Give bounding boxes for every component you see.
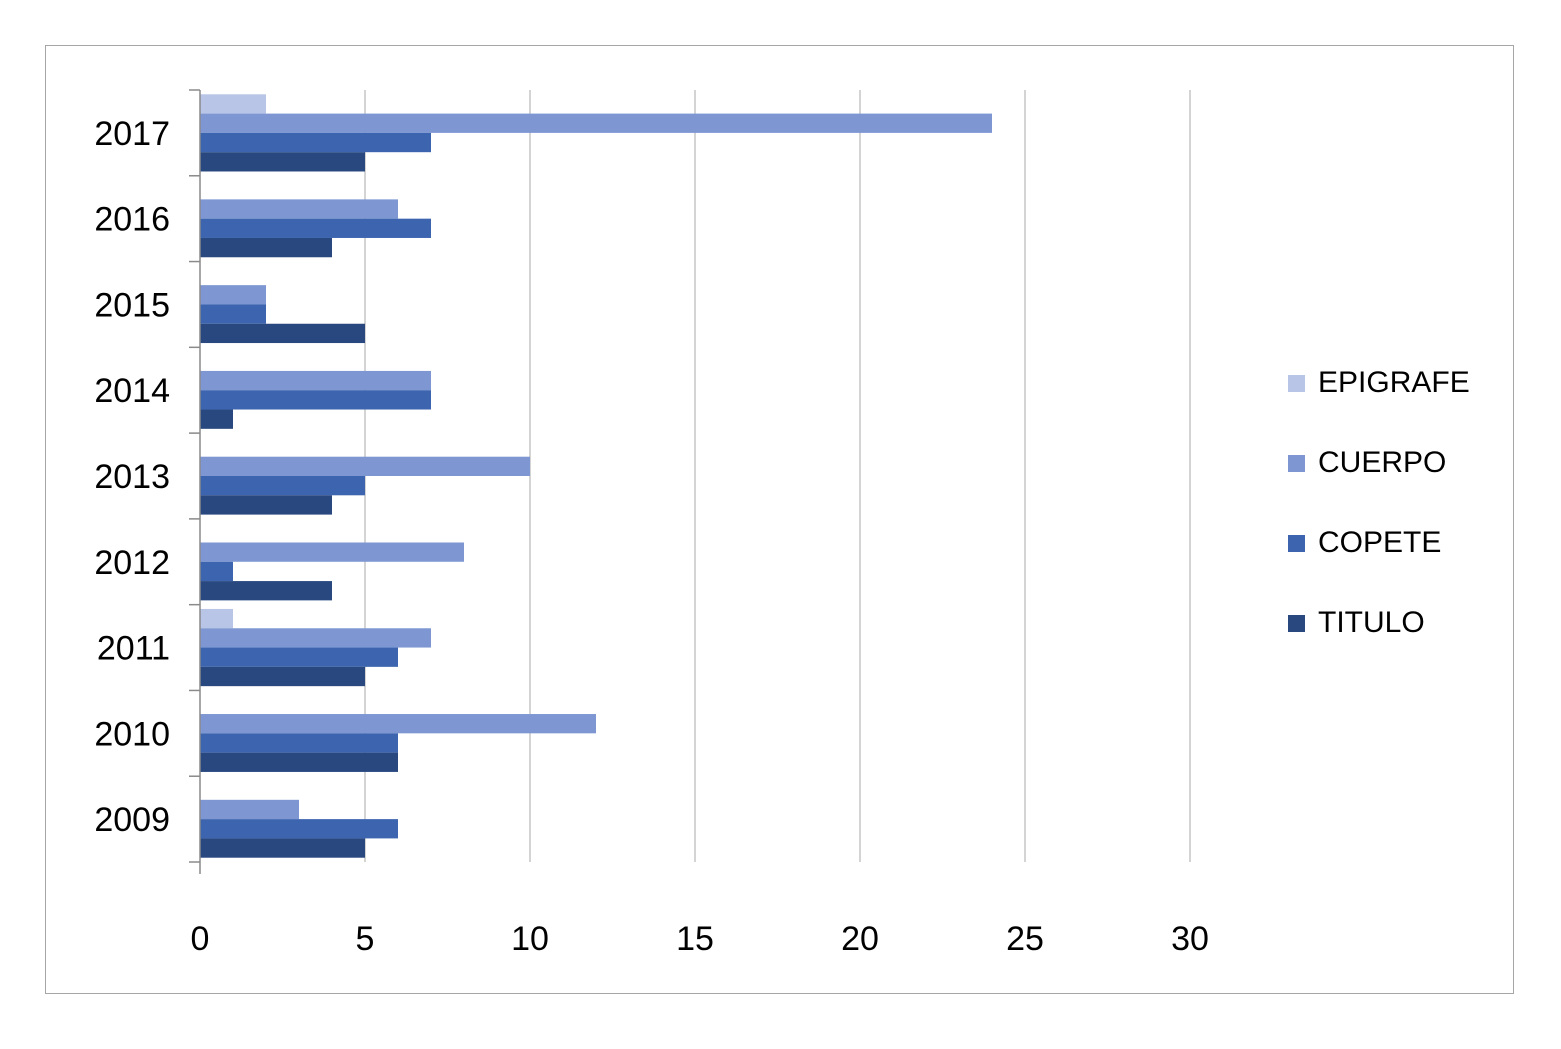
bar-epigrafe-2017 (200, 94, 266, 114)
bar-epigrafe-2011 (200, 608, 233, 629)
bar-titulo-2014 (200, 409, 233, 429)
bar-cuerpo-2013 (200, 456, 530, 476)
bar-copete-2016 (200, 218, 431, 238)
bar-cuerpo-2014 (200, 370, 431, 391)
bar-copete-2013 (200, 476, 365, 496)
bar-titulo-2016 (200, 237, 332, 258)
legend-item-epigrafe: EPIGRAFE (1288, 366, 1470, 400)
y-category-label: 2009 (94, 801, 170, 839)
bar-titulo-2017 (200, 152, 365, 172)
legend-label: COPETE (1318, 526, 1442, 559)
x-tick-label: 20 (841, 920, 879, 958)
y-category-label: 2010 (94, 715, 170, 753)
legend-swatch-cuerpo (1288, 454, 1305, 472)
bar-titulo-2012 (200, 581, 332, 601)
y-category-label: 2015 (94, 286, 170, 324)
y-category-label: 2014 (94, 372, 170, 410)
legend-label: CUERPO (1318, 446, 1447, 479)
legend-label: EPIGRAFE (1318, 366, 1470, 399)
bar-copete-2011 (200, 647, 398, 667)
bar-titulo-2009 (200, 838, 365, 858)
legend-item-titulo: TITULO (1288, 606, 1470, 640)
bar-copete-2009 (200, 819, 398, 839)
y-category-label: 2016 (94, 201, 170, 239)
x-tick-label: 30 (1171, 920, 1209, 958)
bar-cuerpo-2015 (200, 285, 266, 305)
bar-copete-2010 (200, 733, 398, 753)
legend-swatch-copete (1288, 534, 1305, 552)
bar-cuerpo-2009 (200, 799, 299, 820)
y-category-label: 2012 (94, 544, 170, 582)
bar-titulo-2013 (200, 495, 332, 515)
x-tick-label: 5 (356, 920, 375, 958)
bar-cuerpo-2010 (200, 714, 596, 734)
bar-cuerpo-2011 (200, 628, 431, 648)
bar-cuerpo-2012 (200, 542, 464, 562)
legend-label: TITULO (1318, 606, 1425, 639)
x-tick-label: 0 (191, 920, 210, 958)
x-tick-label: 10 (511, 920, 549, 958)
bar-cuerpo-2017 (200, 113, 992, 133)
y-category-label: 2013 (94, 458, 170, 496)
bar-cuerpo-2016 (200, 199, 398, 219)
bar-copete-2015 (200, 304, 266, 324)
chart-legend: EPIGRAFE CUERPO COPETE TITULO (1288, 366, 1470, 640)
legend-item-cuerpo: CUERPO (1288, 446, 1470, 480)
bar-titulo-2015 (200, 323, 365, 344)
y-category-label: 2017 (94, 115, 170, 153)
legend-item-copete: COPETE (1288, 526, 1470, 560)
y-category-label: 2011 (97, 630, 170, 668)
bar-titulo-2011 (200, 666, 365, 687)
bar-titulo-2010 (200, 752, 398, 772)
legend-swatch-titulo (1288, 614, 1305, 632)
bar-copete-2017 (200, 132, 431, 153)
legend-swatch-epigrafe (1288, 374, 1305, 392)
x-tick-label: 15 (676, 920, 714, 958)
x-tick-label: 25 (1006, 920, 1044, 958)
bar-copete-2012 (200, 561, 233, 582)
bar-copete-2014 (200, 390, 431, 410)
